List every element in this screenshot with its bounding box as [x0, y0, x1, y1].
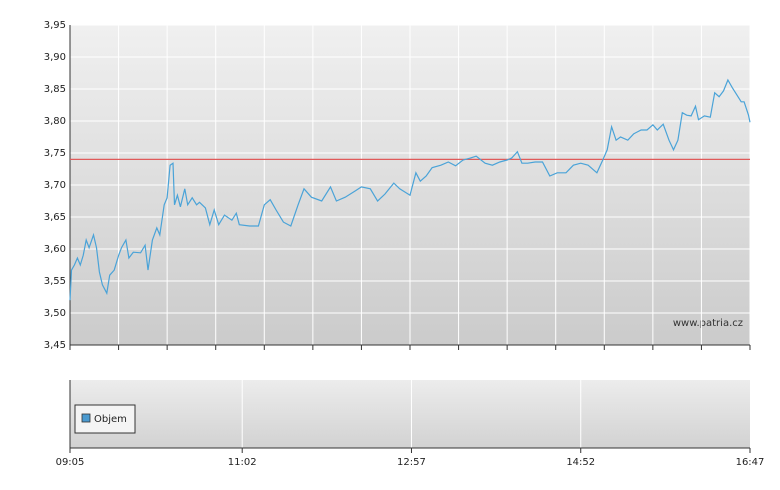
legend-label: Objem: [94, 414, 127, 425]
y-tick-label: 3,45: [44, 340, 66, 351]
y-tick-label: 3,55: [44, 276, 66, 287]
price-line: [69, 78, 751, 301]
x-tick-label: 14:52: [566, 457, 595, 468]
legend-swatch: [81, 413, 91, 423]
x-tick-label: 11:02: [228, 457, 257, 468]
y-tick-label: 3,70: [44, 180, 66, 191]
y-tick-label: 3,90: [44, 52, 66, 63]
y-tick-label: 3,95: [44, 20, 66, 31]
watermark: www.patria.cz: [673, 318, 743, 329]
y-tick-label: 3,85: [44, 84, 66, 95]
y-tick-label: 3,60: [44, 244, 66, 255]
x-tick-label: 12:57: [397, 457, 426, 468]
legend: Objem: [74, 404, 136, 434]
y-tick-label: 3,75: [44, 148, 66, 159]
x-tick-label: 16:47: [736, 457, 765, 468]
x-tick-label: 09:05: [56, 457, 85, 468]
y-tick-label: 3,50: [44, 308, 66, 319]
volume-area: [70, 380, 750, 448]
y-tick-label: 3,65: [44, 212, 66, 223]
y-tick-label: 3,80: [44, 116, 66, 127]
